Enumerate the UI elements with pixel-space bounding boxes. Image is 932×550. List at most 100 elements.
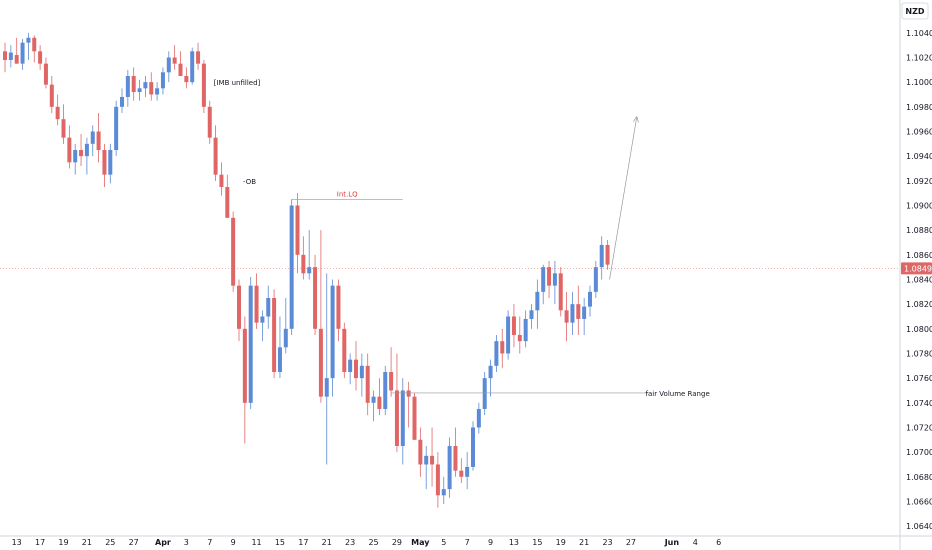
- projection-arrow: [609, 116, 638, 280]
- price-tick-label: 1.10400: [906, 29, 932, 38]
- date-tick-label: 4: [693, 538, 698, 547]
- candle-body: [506, 316, 511, 354]
- imb-unfilled-label: [IMB unfilled]: [214, 79, 261, 87]
- price-tick-label: 1.09200: [906, 177, 932, 186]
- candle-body: [535, 291, 540, 311]
- candle-body: [336, 285, 341, 329]
- currency-button-bg: [901, 2, 929, 20]
- date-tick-label: 27: [626, 538, 636, 547]
- candle-body: [564, 310, 569, 323]
- candle-body: [201, 63, 206, 107]
- candle-body: [394, 390, 399, 446]
- candle-body: [26, 37, 31, 43]
- candle-body: [73, 149, 78, 163]
- candles-group: [3, 32, 610, 508]
- candle-body: [307, 267, 312, 274]
- price-tick-label: 1.09000: [906, 201, 932, 210]
- candle-body: [237, 285, 241, 329]
- date-tick-label: 25: [105, 538, 115, 547]
- current-price-tag: 1.08490: [901, 262, 932, 275]
- date-tick-label: 6: [716, 538, 721, 547]
- price-tick-label: 1.08200: [906, 300, 932, 309]
- candle-body: [55, 106, 60, 120]
- candle-body: [558, 273, 563, 311]
- candle-body: [511, 316, 516, 335]
- date-tick-label: 27: [129, 538, 139, 547]
- candle-body: [599, 244, 604, 268]
- candle-body: [471, 427, 475, 467]
- candle-body: [424, 455, 429, 465]
- candle-body: [354, 359, 358, 379]
- candle-body: [283, 328, 288, 348]
- candle-body: [412, 396, 417, 440]
- date-tick-label: 7: [207, 538, 212, 547]
- candle-body: [3, 51, 7, 60]
- candle-body: [301, 254, 306, 274]
- date-tick-label: 3: [184, 538, 189, 547]
- candle-body: [207, 106, 212, 138]
- candle-body: [476, 408, 481, 428]
- candle-body: [43, 63, 48, 85]
- int-lq-label: Int.LQ: [337, 190, 358, 198]
- candle-body: [547, 267, 552, 286]
- price-tick-label: 1.09600: [906, 127, 932, 136]
- candle-body: [359, 365, 364, 379]
- order-block-label: -OB: [243, 178, 256, 186]
- candle-body: [488, 365, 493, 379]
- price-tick-label: 1.09400: [906, 152, 932, 161]
- candle-body: [330, 285, 335, 379]
- candle-body: [289, 205, 294, 329]
- candle-body: [166, 57, 171, 73]
- candle-body: [389, 371, 394, 391]
- currency-button[interactable]: NZD: [901, 2, 929, 20]
- candle-body: [324, 378, 329, 397]
- candle-body: [588, 291, 592, 307]
- candle-body: [254, 285, 259, 323]
- candle-body: [295, 205, 300, 255]
- candle-body: [242, 328, 247, 403]
- candle-body: [84, 143, 89, 157]
- date-tick-label: 13: [12, 538, 22, 547]
- candle-body: [172, 57, 177, 64]
- candle-body: [605, 244, 610, 265]
- candle-body: [108, 149, 113, 175]
- current-price-value: 1.08490: [904, 264, 932, 273]
- date-tick-label: May: [411, 538, 430, 547]
- date-tick-label: 15: [275, 538, 285, 547]
- candle-body: [465, 466, 470, 477]
- time-axis[interactable]: 13 17 19 21 25 27 Apr 3 7 9 11 15 17 21 23 25 29 May 5 7 9 13…: [0, 535, 932, 547]
- date-tick-label: 25: [368, 538, 378, 547]
- price-tick-label: 1.08600: [906, 251, 932, 260]
- candle-body: [90, 131, 95, 144]
- candle-body: [137, 88, 142, 93]
- candle-body: [430, 455, 435, 465]
- candle-body: [277, 347, 282, 372]
- price-tick-label: 1.07200: [906, 423, 932, 432]
- price-tick-label: 1.07800: [906, 349, 932, 358]
- candle-body: [149, 82, 154, 95]
- candle-body: [435, 464, 440, 496]
- candle-body: [266, 297, 271, 317]
- date-tick-label: 21: [82, 538, 92, 547]
- candle-body: [447, 445, 452, 490]
- candle-body: [102, 149, 107, 175]
- price-axis[interactable]: 1.10400 1.10200 1.10000 1.09800 1.09600 1.094…: [899, 0, 932, 550]
- candle-body: [500, 341, 505, 354]
- price-tick-label: 1.06800: [906, 473, 932, 482]
- candle-body: [406, 390, 411, 397]
- candle-body: [418, 439, 423, 465]
- candle-body: [67, 137, 72, 163]
- date-tick-label: 7: [465, 538, 470, 547]
- price-tick-label: 1.10000: [906, 78, 932, 87]
- date-tick-label: 21: [579, 538, 589, 547]
- price-tick-label: 1.06400: [906, 522, 932, 531]
- candle-body: [96, 131, 101, 150]
- candle-body: [155, 88, 160, 95]
- date-tick-label: 15: [532, 538, 542, 547]
- candle-body: [541, 267, 546, 292]
- current-price-tag-bg: [901, 262, 932, 275]
- date-tick-label: 11: [251, 538, 261, 547]
- date-tick-label: 19: [58, 538, 68, 547]
- candle-body: [383, 371, 388, 409]
